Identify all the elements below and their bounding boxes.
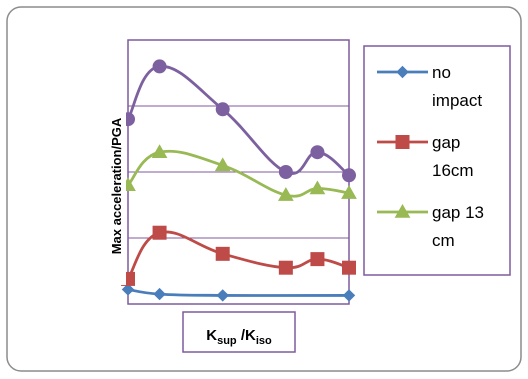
data-point xyxy=(121,283,135,296)
data-point xyxy=(152,59,167,74)
legend-entry: gap 16cm xyxy=(377,133,474,180)
data-point xyxy=(215,102,230,117)
legend-label: impact xyxy=(432,91,482,110)
legend-label: no xyxy=(432,63,451,82)
ylabel-box xyxy=(106,110,126,285)
y-axis-label: Max acceleration/PGA xyxy=(109,117,124,254)
x-axis-label: Ksup /Kiso xyxy=(206,327,272,347)
data-point xyxy=(277,187,294,201)
data-point xyxy=(342,168,356,183)
data-point xyxy=(152,225,167,240)
data-point xyxy=(215,246,230,261)
legend-marker xyxy=(395,135,410,149)
data-point xyxy=(342,260,356,275)
data-point xyxy=(278,165,293,179)
data-point xyxy=(310,252,325,267)
x-axis-label-sub1: sup xyxy=(217,335,237,347)
x-axis-label-mid: /K xyxy=(237,327,256,344)
legend-entries: no impact gap 16cm gap 13 cm xyxy=(377,63,484,250)
data-point xyxy=(309,180,326,195)
xlabel-box xyxy=(182,311,296,353)
data-point xyxy=(341,185,357,199)
legend-marker xyxy=(394,203,411,218)
data-point xyxy=(151,144,168,158)
legend-label: cm xyxy=(432,231,455,250)
legend-label: gap 13 xyxy=(432,203,484,222)
legend-entry: no impact xyxy=(377,63,482,110)
data-point xyxy=(278,260,293,275)
legend-marker xyxy=(396,65,409,79)
legend-label: gap xyxy=(432,133,460,152)
series-line xyxy=(127,288,350,297)
series-2 xyxy=(120,144,357,201)
series-1 xyxy=(121,225,356,286)
data-point xyxy=(310,145,325,160)
data-point xyxy=(342,289,356,302)
legend-entry: gap 13 cm xyxy=(377,203,484,250)
series-layer xyxy=(120,59,357,302)
series-0 xyxy=(121,283,356,302)
data-point xyxy=(214,157,231,172)
x-axis-label-main: K xyxy=(206,327,217,344)
data-point xyxy=(216,289,229,302)
legend-label: 16cm xyxy=(432,161,474,180)
x-axis-label-sub2: iso xyxy=(256,335,272,347)
data-point xyxy=(153,287,166,301)
legend xyxy=(363,45,511,276)
